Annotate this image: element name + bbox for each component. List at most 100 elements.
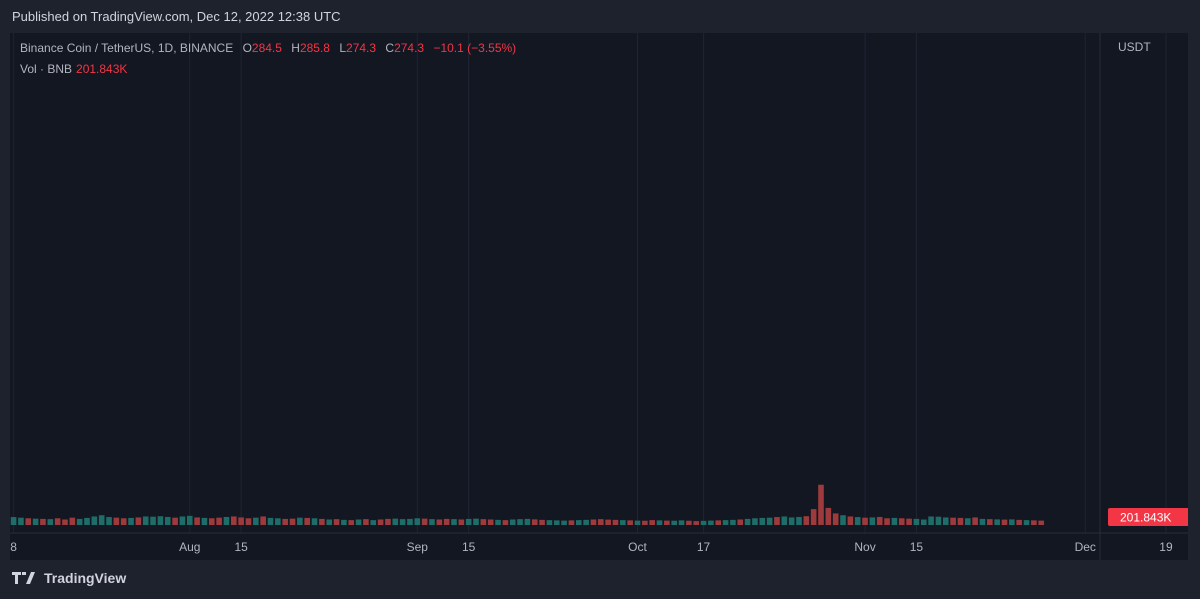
volume-bar[interactable] bbox=[407, 518, 413, 525]
volume-bar[interactable] bbox=[231, 516, 237, 525]
volume-bar[interactable] bbox=[810, 509, 817, 525]
volume-bar[interactable] bbox=[275, 518, 281, 525]
volume-bar[interactable] bbox=[884, 518, 890, 525]
volume-bar[interactable] bbox=[876, 516, 883, 525]
volume-bar[interactable] bbox=[69, 517, 76, 525]
volume-bar[interactable] bbox=[627, 520, 633, 525]
volume-bar[interactable] bbox=[84, 517, 90, 525]
volume-bar[interactable] bbox=[583, 519, 589, 525]
volume-bar[interactable] bbox=[950, 517, 956, 525]
volume-bar[interactable] bbox=[186, 515, 193, 525]
volume-bar[interactable] bbox=[421, 518, 428, 525]
volume-bar[interactable] bbox=[832, 513, 839, 525]
volume-bar[interactable] bbox=[1016, 519, 1022, 525]
volume-bar[interactable] bbox=[642, 520, 648, 525]
volume-bar[interactable] bbox=[634, 520, 641, 525]
volume-bar[interactable] bbox=[708, 520, 714, 525]
volume-bar[interactable] bbox=[906, 518, 912, 525]
volume-bar[interactable] bbox=[987, 519, 993, 525]
volume-bar[interactable] bbox=[267, 517, 274, 525]
volume-bar[interactable] bbox=[62, 519, 68, 525]
volume-bar[interactable] bbox=[598, 519, 604, 525]
volume-bar[interactable] bbox=[319, 518, 325, 525]
volume-bar[interactable] bbox=[854, 517, 861, 525]
volume-bar[interactable] bbox=[392, 518, 399, 525]
volume-bar[interactable] bbox=[612, 519, 619, 525]
volume-bar[interactable] bbox=[128, 517, 134, 525]
volume-bar[interactable] bbox=[979, 518, 986, 525]
volume-bar[interactable] bbox=[150, 516, 156, 525]
volume-bar[interactable] bbox=[575, 520, 582, 525]
volume-bar[interactable] bbox=[363, 519, 369, 525]
volume-bar[interactable] bbox=[847, 516, 854, 525]
volume-bar[interactable] bbox=[524, 518, 531, 525]
volume-bar[interactable] bbox=[605, 519, 611, 525]
volume-bar[interactable] bbox=[913, 518, 920, 525]
chart-area[interactable]: 400.0380.0360.0340.0320.0300.0280.0260.0… bbox=[10, 33, 1188, 560]
volume-bar[interactable] bbox=[76, 518, 83, 525]
volume-bar[interactable] bbox=[957, 517, 964, 525]
volume-bar[interactable] bbox=[157, 516, 164, 525]
volume-bar[interactable] bbox=[759, 517, 766, 525]
volume-bar[interactable] bbox=[920, 519, 927, 525]
volume-bar[interactable] bbox=[223, 516, 230, 525]
volume-bar[interactable] bbox=[700, 520, 707, 525]
volume-bar[interactable] bbox=[693, 521, 700, 525]
volume-bar[interactable] bbox=[443, 518, 450, 525]
volume-bar[interactable] bbox=[113, 517, 120, 525]
volume-bar[interactable] bbox=[686, 520, 692, 525]
volume-bar[interactable] bbox=[1038, 520, 1044, 525]
volume-bar[interactable] bbox=[142, 516, 149, 525]
volume-bar[interactable] bbox=[473, 518, 479, 525]
volume-bar[interactable] bbox=[245, 518, 252, 525]
volume-bar[interactable] bbox=[942, 517, 949, 525]
volume-bar[interactable] bbox=[649, 520, 655, 525]
volume-bar[interactable] bbox=[781, 516, 788, 525]
volume-bar[interactable] bbox=[1009, 519, 1015, 525]
volume-bar[interactable] bbox=[326, 519, 333, 525]
volume-bar[interactable] bbox=[487, 519, 494, 525]
volume-bar[interactable] bbox=[1031, 520, 1037, 525]
volume-bar[interactable] bbox=[803, 516, 810, 525]
volume-bar[interactable] bbox=[517, 519, 523, 525]
volume-bar[interactable] bbox=[561, 520, 567, 525]
candlestick-chart[interactable]: 400.0380.0360.0340.0320.0300.0280.0260.0… bbox=[10, 33, 1188, 560]
volume-bar[interactable] bbox=[531, 519, 538, 525]
volume-bar[interactable] bbox=[671, 520, 677, 525]
volume-bar[interactable] bbox=[370, 520, 377, 525]
volume-bar[interactable] bbox=[678, 520, 685, 525]
volume-bar[interactable] bbox=[399, 519, 406, 525]
volume-bar[interactable] bbox=[730, 519, 736, 525]
volume-bar[interactable] bbox=[91, 516, 98, 525]
volume-bar[interactable] bbox=[436, 519, 443, 525]
volume-bar[interactable] bbox=[796, 516, 802, 525]
volume-bar[interactable] bbox=[355, 519, 362, 525]
volume-bar[interactable] bbox=[311, 518, 318, 525]
volume-bar[interactable] bbox=[869, 517, 876, 525]
volume-bar[interactable] bbox=[54, 518, 61, 525]
volume-bar[interactable] bbox=[928, 516, 934, 525]
volume-bar[interactable] bbox=[1001, 519, 1008, 525]
volume-bar[interactable] bbox=[451, 519, 457, 525]
symbol-legend[interactable]: Binance Coin / TetherUS, 1D, BINANCE O28… bbox=[20, 41, 516, 55]
volume-bar[interactable] bbox=[260, 516, 266, 525]
volume-bar[interactable] bbox=[568, 520, 575, 525]
volume-bar[interactable] bbox=[502, 520, 509, 525]
volume-bar[interactable] bbox=[289, 518, 296, 525]
volume-bar[interactable] bbox=[385, 518, 391, 525]
volume-bar[interactable] bbox=[135, 517, 142, 525]
volume-bar[interactable] bbox=[216, 517, 222, 525]
volume-bar[interactable] bbox=[818, 484, 824, 525]
volume-bar[interactable] bbox=[891, 517, 898, 525]
volume-bar[interactable] bbox=[788, 517, 795, 525]
volume-bar[interactable] bbox=[40, 518, 46, 525]
volume-bar[interactable] bbox=[744, 518, 751, 525]
volume-bar[interactable] bbox=[238, 517, 244, 525]
volume-bar[interactable] bbox=[18, 517, 24, 525]
volume-bar[interactable] bbox=[348, 520, 355, 525]
volume-bar[interactable] bbox=[862, 517, 868, 525]
volume-bar[interactable] bbox=[179, 516, 186, 525]
volume-bar[interactable] bbox=[341, 519, 347, 525]
volume-bar[interactable] bbox=[297, 517, 303, 525]
volume-bar[interactable] bbox=[282, 518, 288, 525]
